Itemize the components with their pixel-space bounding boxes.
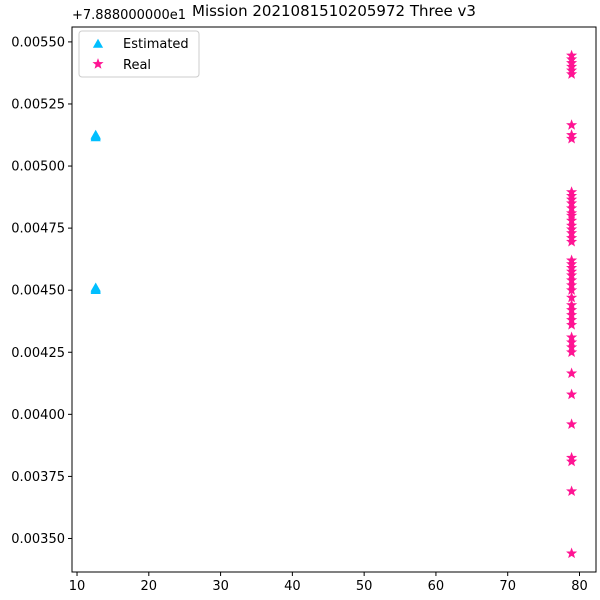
x-tick-label: 80: [571, 579, 588, 594]
x-tick-label: 30: [212, 579, 229, 594]
y-tick-label: 0.00500: [11, 160, 65, 175]
real-point: [566, 367, 578, 379]
x-axis: 10 20 30 40 50 60 70 80: [69, 572, 588, 594]
series-layer: [90, 49, 578, 559]
x-tick-label: 20: [141, 579, 158, 594]
y-tick-label: 0.00400: [11, 408, 65, 423]
y-tick-label: 0.00525: [11, 97, 65, 112]
y-axis: 0.00350 0.00375 0.00400 0.00425 0.00450 0.004…: [11, 35, 72, 547]
legend-marker-real: [92, 58, 104, 69]
x-tick-label: 40: [284, 579, 301, 594]
legend-box: [78, 30, 200, 78]
y-tick-label: 0.00450: [11, 284, 65, 299]
y-tick-label: 0.00550: [11, 35, 65, 50]
legend: Estimated Real: [78, 30, 200, 78]
estimated-point: [90, 284, 101, 294]
y-tick-label: 0.00350: [11, 532, 65, 547]
real-point: [566, 68, 578, 79]
real-point: [566, 346, 578, 358]
legend-label-estimated: Estimated: [123, 37, 189, 52]
real-point: [566, 319, 578, 330]
estimated-point: [90, 132, 101, 142]
real-point: [566, 485, 578, 497]
real-point: [566, 132, 578, 144]
real-point: [566, 418, 578, 430]
real-point: [566, 455, 578, 467]
legend-star-marker: [92, 58, 104, 69]
series-real: [566, 49, 578, 559]
real-point: [566, 119, 578, 130]
legend-triangle-marker: [92, 38, 104, 48]
x-tick-label: 50: [356, 579, 373, 594]
real-point: [566, 388, 578, 400]
legend-marker-estimated: [92, 38, 104, 48]
x-tick-label: 60: [428, 579, 445, 594]
legend-label-real: Real: [123, 58, 151, 73]
x-tick-label: 10: [69, 579, 86, 594]
chart-title: Mission 2021081510205972 Three v3: [192, 2, 476, 20]
x-tick-label: 70: [499, 579, 516, 594]
y-tick-label: 0.00375: [11, 470, 65, 485]
real-point: [566, 547, 578, 559]
y-axis-offset-label: +7.888000000e1: [72, 8, 186, 23]
real-point: [566, 235, 578, 247]
series-estimated: [90, 129, 101, 294]
y-tick-label: 0.00425: [11, 346, 65, 361]
plot-area: [71, 26, 597, 573]
y-tick-label: 0.00475: [11, 222, 65, 237]
axes-frame: [71, 26, 597, 573]
